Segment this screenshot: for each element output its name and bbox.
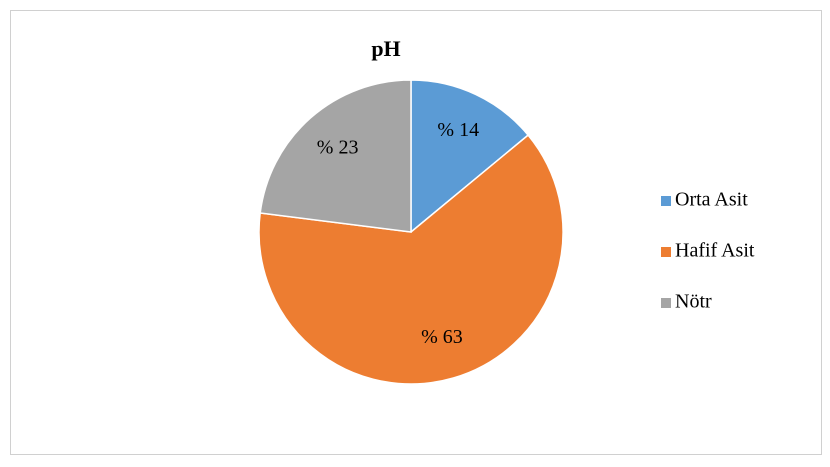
pie-slice	[258, 134, 564, 385]
chart-title: pH	[371, 36, 400, 61]
pie-slice	[410, 79, 530, 234]
legend-label: Orta Asit	[675, 189, 748, 211]
data-label: % 63	[421, 326, 463, 348]
legend-swatch	[661, 196, 671, 206]
legend-label: Nötr	[675, 291, 712, 313]
pie-slice	[259, 79, 412, 233]
data-label: % 14	[437, 119, 479, 141]
legend-swatch	[661, 298, 671, 308]
legend-swatch	[661, 247, 671, 257]
legend-label: Hafif Asit	[675, 240, 755, 262]
data-label: % 23	[317, 136, 359, 158]
